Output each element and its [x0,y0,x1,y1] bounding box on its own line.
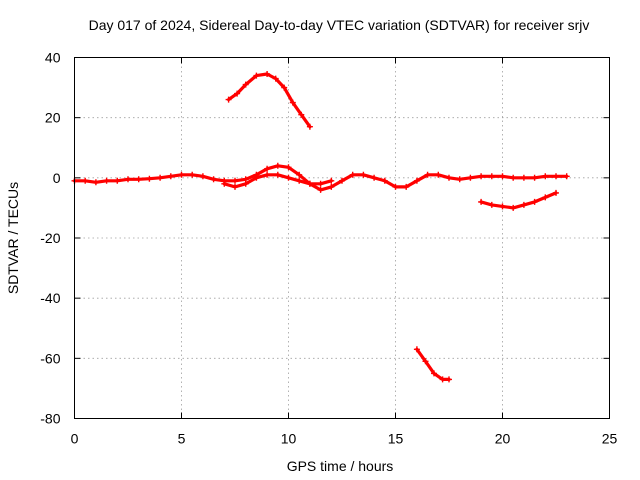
data-point [306,123,313,130]
data-point [499,203,506,210]
chart-title: Day 017 of 2024, Sidereal Day-to-day VTE… [89,17,590,33]
data-point [296,177,303,184]
data-point [510,204,517,211]
data-point [306,180,313,187]
data-point [285,174,292,181]
data-point [371,174,378,181]
data-point [221,180,228,187]
data-point [234,90,241,97]
data-point [146,175,153,182]
x-tick-label: 20 [495,431,511,447]
data-point [439,376,446,383]
y-tick-label: 0 [53,170,61,186]
data-point [298,111,305,118]
data-point [431,370,437,377]
data-point [264,71,271,77]
data-point [488,201,495,208]
data-point [274,162,281,169]
plot-frame [74,57,610,419]
y-tick-label: 20 [45,110,61,126]
data-point [424,171,431,178]
data-point [135,176,142,183]
data-point [82,177,89,184]
y-tick-label: -60 [40,350,60,366]
data-point [542,173,549,180]
data-point [381,177,388,184]
data-point [253,72,260,79]
data-point [510,174,517,181]
x-tick-label: 5 [178,431,186,447]
data-point [285,164,292,171]
data-point [435,171,442,178]
data-point [413,177,420,184]
data-point [553,173,559,180]
data-point [199,173,206,180]
data-point [178,171,185,178]
data-point [360,171,367,178]
data-point [189,171,196,178]
data-point [339,177,345,184]
x-tick-label: 10 [281,431,297,447]
data-point [274,171,281,178]
data-point [272,75,279,82]
data-point [264,171,271,178]
data-point [403,183,410,190]
data-point [499,173,506,180]
data-point [563,173,570,180]
data-point [242,180,249,187]
data-point [103,177,110,184]
data-point [114,177,121,184]
data-point [167,173,174,180]
x-tick-label: 25 [602,431,618,447]
data-point [232,183,238,190]
data-point [422,358,429,365]
y-tick-label: -80 [40,411,60,427]
data-point [392,183,399,190]
data-point [531,174,538,181]
data-point [281,84,288,91]
data-point [446,376,452,383]
data-point [520,174,527,181]
y-tick-labels: 40 20 0 -20 -40 -60 -80 [40,50,60,427]
data-point [317,180,324,187]
x-tick-label: 15 [388,431,404,447]
data-point [446,174,452,181]
y-tick-label: -40 [40,290,60,306]
data-point [289,99,296,106]
data-point [520,201,527,208]
x-axis-label: GPS time / hours [287,458,394,474]
data-point [253,174,260,181]
x-tick-labels: 0 5 10 15 20 25 [71,431,618,447]
data-point [531,198,538,205]
data-point [317,186,324,193]
data-point [157,174,164,181]
data-point [467,174,474,181]
data-point [328,177,335,184]
data-series [71,71,570,383]
data-point [328,183,335,190]
data-point [456,176,463,183]
x-tick-label: 0 [71,431,79,447]
data-point [478,198,485,205]
data-point [210,176,217,183]
data-point [125,176,131,183]
data-point [542,194,549,201]
y-axis-label: SDTVAR / TECUs [5,182,21,294]
data-point [413,346,420,353]
data-point [478,173,485,180]
data-point [92,179,99,186]
data-point [225,96,232,103]
data-point [349,171,356,178]
data-point [553,189,559,196]
data-point [296,171,303,178]
data-point [488,173,495,180]
y-tick-label: -20 [40,230,60,246]
y-tick-label: 40 [45,50,61,66]
data-point [232,177,238,184]
data-point [264,165,271,172]
series-high-arc [227,72,312,129]
data-point [242,81,249,88]
